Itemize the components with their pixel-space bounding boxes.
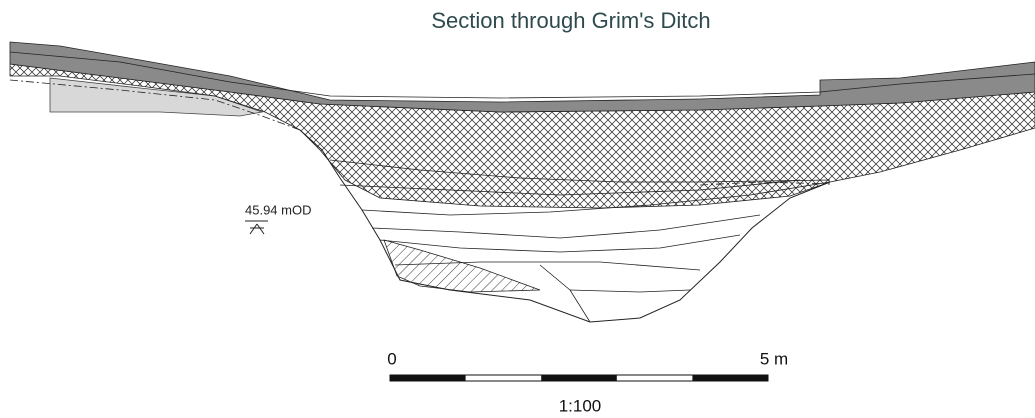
scale-end-label: 5 m	[760, 349, 788, 368]
scale-start-label: 0	[387, 349, 396, 368]
datum-marker	[245, 221, 268, 234]
datum-label: 45.94 mOD	[245, 202, 311, 217]
scale-ratio: 1:100	[559, 396, 602, 415]
title: Section through Grim's Ditch	[431, 8, 710, 33]
scale-bar	[390, 375, 768, 381]
section-drawing: Section through Grim's Ditch 45.94 mOD	[0, 0, 1035, 418]
